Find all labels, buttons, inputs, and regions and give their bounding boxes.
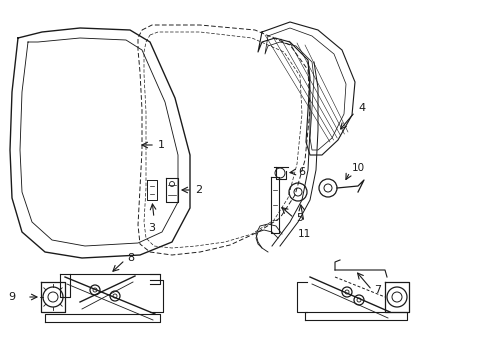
- Text: 9: 9: [8, 292, 15, 302]
- Text: 2: 2: [195, 185, 202, 195]
- Text: 10: 10: [351, 163, 365, 173]
- Text: 4: 4: [357, 103, 365, 113]
- Text: 6: 6: [297, 167, 305, 177]
- Text: 11: 11: [297, 229, 311, 239]
- Text: 5: 5: [295, 213, 303, 223]
- Text: 1: 1: [158, 140, 164, 150]
- Text: 8: 8: [127, 253, 134, 263]
- Text: 7: 7: [373, 285, 380, 295]
- Text: 3: 3: [148, 223, 155, 233]
